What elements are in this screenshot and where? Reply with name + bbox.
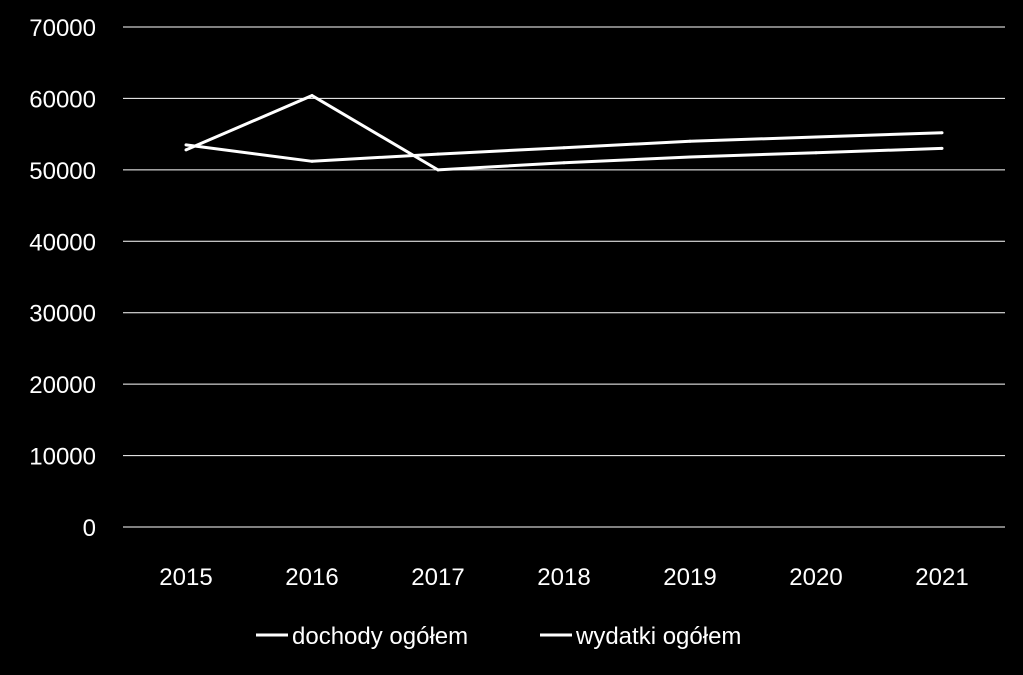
x-tick-label: 2021	[915, 564, 968, 591]
legend-label-2: wydatki ogółem	[575, 623, 741, 650]
data-point	[436, 152, 440, 156]
data-point	[688, 139, 692, 143]
x-tick-label: 2016	[285, 564, 338, 591]
data-point	[688, 155, 692, 159]
x-axis-tick-labels: 2015 2016 2017 2018 2019 2020 2021	[159, 564, 968, 591]
y-tick-label: 70000	[29, 15, 96, 42]
legend-label-1: dochody ogółem	[292, 623, 468, 650]
series-lines	[184, 93, 944, 172]
y-tick-label: 0	[83, 515, 96, 542]
gridlines	[123, 26, 1005, 528]
x-tick-label: 2020	[789, 564, 842, 591]
data-point	[940, 146, 944, 150]
y-tick-label: 20000	[29, 372, 96, 399]
data-point	[310, 94, 314, 98]
legend: dochody ogółem wydatki ogółem	[256, 623, 741, 650]
y-tick-label: 30000	[29, 301, 96, 328]
x-tick-label: 2017	[411, 564, 464, 591]
x-tick-label: 2015	[159, 564, 212, 591]
y-tick-label: 40000	[29, 229, 96, 256]
y-tick-label: 50000	[29, 158, 96, 185]
y-axis-tick-labels: 0 10000 20000 30000 40000 50000 60000 70000	[29, 15, 96, 542]
data-point	[814, 151, 818, 155]
y-tick-label: 10000	[29, 444, 96, 471]
x-tick-label: 2019	[663, 564, 716, 591]
data-point	[184, 143, 188, 147]
data-point	[940, 131, 944, 135]
data-point	[814, 135, 818, 139]
data-point	[562, 161, 566, 165]
data-point	[310, 159, 314, 163]
x-tick-label: 2018	[537, 564, 590, 591]
data-point	[436, 168, 440, 172]
data-point	[184, 148, 188, 152]
data-point	[562, 146, 566, 150]
y-tick-label: 60000	[29, 86, 96, 113]
